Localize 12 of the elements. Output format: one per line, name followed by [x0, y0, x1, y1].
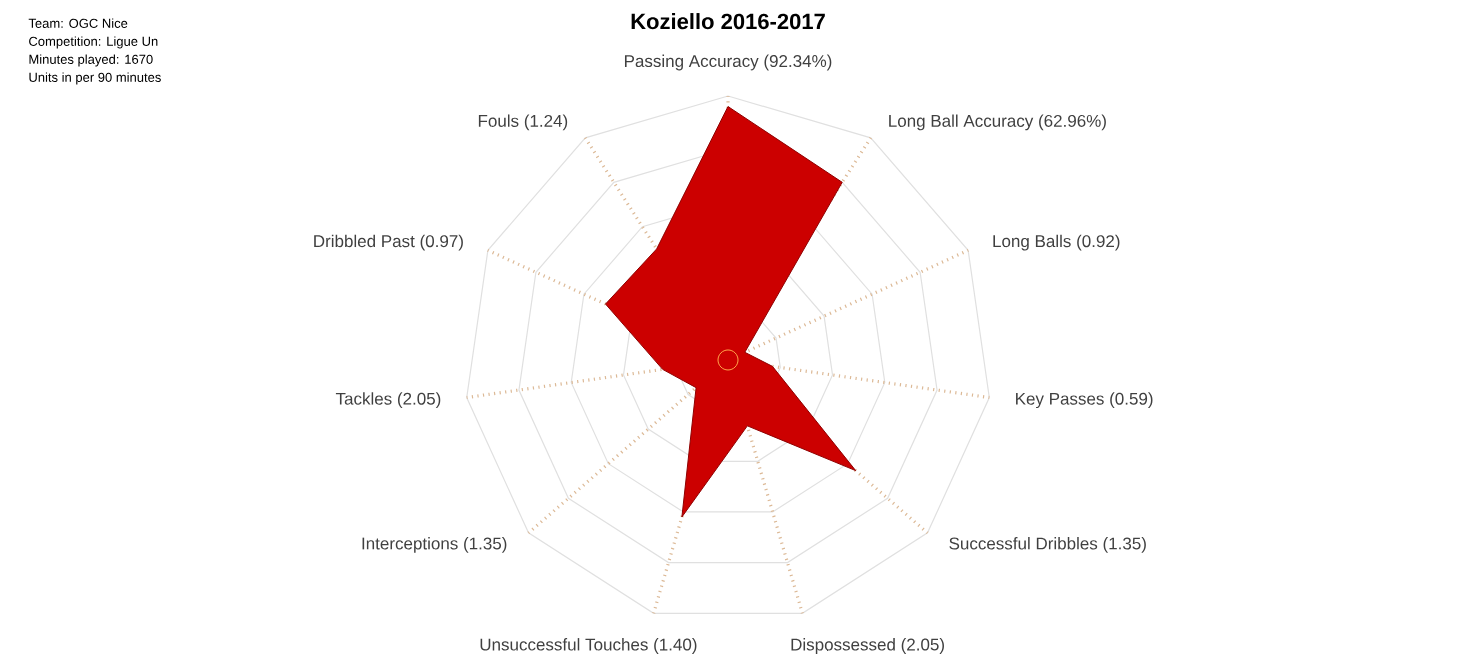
chart-title: Koziello 2016-2017 [631, 13, 825, 30]
spoke-label: Long Balls (0.92) [993, 234, 1120, 251]
spoke-label: Tackles (2.05) [335, 392, 441, 409]
spoke-label: Dribbled Past (0.97) [314, 234, 463, 251]
spoke-label: Key Passes (0.59) [1016, 392, 1153, 409]
spoke-label: Unsuccessful Touches (1.40) [480, 638, 697, 654]
spoke-label: Passing Accuracy (92.34%) [624, 54, 832, 71]
spoke-label: Successful Dribbles (1.35) [949, 537, 1146, 553]
spoke-label: Interceptions (1.35) [362, 537, 507, 553]
spoke-label: Long Ball Accuracy (62.96%) [889, 114, 1106, 131]
spoke-label: Dispossessed (2.05) [791, 638, 944, 654]
spoke-label: Fouls (1.24) [478, 114, 568, 131]
